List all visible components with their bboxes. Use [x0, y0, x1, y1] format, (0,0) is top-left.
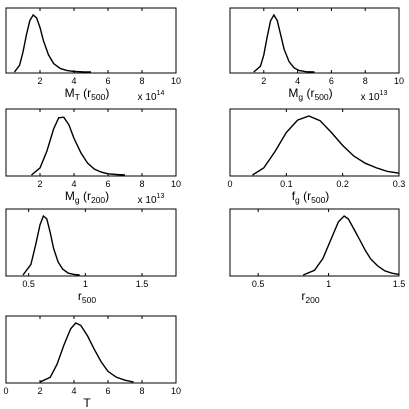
x-tick-label: 1.5: [136, 279, 149, 289]
distribution-curve: [31, 116, 126, 176]
x-tick-label: 2: [261, 76, 266, 86]
x-tick-label: 2: [37, 76, 42, 86]
panel-2: 2 4 6 8 10 Mg (r500) x 1013: [229, 7, 404, 103]
panel-3: 2 4 6 8 10 Mg (r200) x 1013: [5, 108, 181, 206]
x-axis-label: MT (r500): [65, 86, 110, 102]
x-tick-label: 8: [139, 179, 144, 189]
distribution-curve: [252, 115, 400, 176]
x-tick-label: 2: [37, 179, 42, 189]
panel-1: 2 4 6 8 10 MT (r500) x 1014: [5, 7, 181, 103]
x-tick-label: 6: [105, 76, 110, 86]
plot-frame: [5, 208, 177, 277]
plot-frame: [5, 7, 177, 74]
plot-frame: [229, 7, 400, 74]
x-axis-label: r200: [301, 289, 319, 305]
x-tick-label: 10: [394, 76, 404, 86]
distribution-curve: [22, 214, 80, 276]
x-tick-label: 6: [329, 76, 334, 86]
plot-frame: [5, 108, 177, 177]
panel-4: 0 0.1 0.2 0.3 fg (r500): [227, 108, 406, 205]
panel-7: 0 2 4 6 8 10 T: [3, 315, 181, 409]
x-tick-label: 0: [3, 386, 8, 396]
x-tick-label: 0.5: [252, 279, 265, 289]
x-tick-label: 8: [139, 76, 144, 86]
plot-frame: [5, 315, 177, 384]
x-tick-label: 4: [71, 179, 76, 189]
x-tick-label: 1: [326, 279, 331, 289]
x-axis-label: Mg (r200): [65, 189, 109, 205]
axis-multiplier: x 1013: [138, 193, 165, 206]
x-tick-label: 6: [105, 386, 110, 396]
x-tick-label: 8: [139, 386, 144, 396]
x-tick-label: 6: [105, 179, 110, 189]
x-tick-label: 1: [83, 279, 88, 289]
axis-multiplier: x 1014: [138, 90, 165, 103]
x-tick-label: 10: [171, 386, 181, 396]
x-tick-label: 4: [71, 76, 76, 86]
panel-5: 0.5 1 1.5 r500: [5, 208, 177, 305]
x-tick-label: 1.5: [393, 279, 406, 289]
panel-6: 0.5 1 1.5 r200: [229, 208, 406, 305]
x-tick-label: 2: [37, 386, 42, 396]
plot-frame: [229, 208, 400, 277]
x-tick-label: 10: [171, 179, 181, 189]
x-tick-label: 4: [71, 386, 76, 396]
x-axis-label: T: [83, 396, 91, 409]
axis-multiplier: x 1013: [361, 90, 388, 103]
x-axis-label: r500: [78, 289, 96, 305]
x-axis-label: fg (r500): [292, 189, 330, 205]
x-tick-label: 0: [227, 179, 232, 189]
x-tick-label: 0.2: [336, 179, 349, 189]
x-tick-label: 0.5: [22, 279, 35, 289]
plot-frame: [229, 108, 400, 177]
x-tick-label: 0.1: [280, 179, 293, 189]
x-tick-label: 4: [295, 76, 300, 86]
x-axis-label: Mg (r500): [288, 86, 332, 102]
x-tick-label: 8: [363, 76, 368, 86]
distribution-curve: [302, 215, 400, 276]
distribution-curve: [253, 13, 315, 73]
distribution-curve: [13, 13, 92, 73]
x-tick-label: 10: [171, 76, 181, 86]
distribution-curve: [39, 322, 134, 383]
x-tick-label: 0.3: [393, 179, 406, 189]
